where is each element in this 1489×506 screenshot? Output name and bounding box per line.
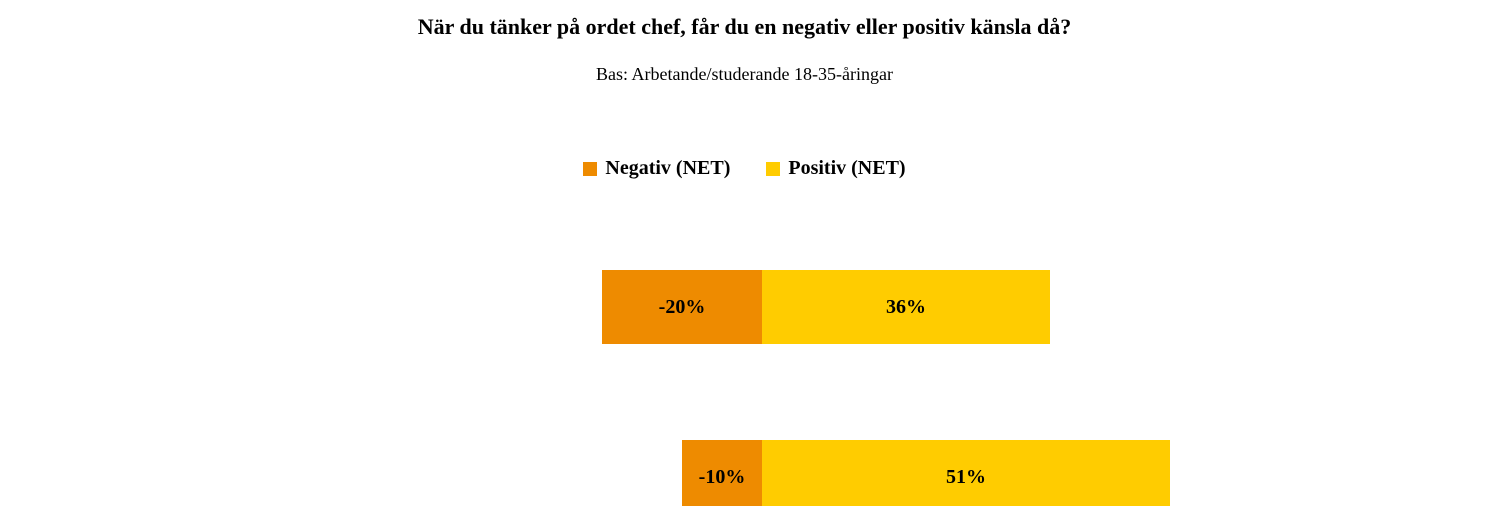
bar-negative-1: -10% <box>682 440 762 506</box>
legend-item-negative: Negativ (NET) <box>583 157 730 180</box>
chart-title: När du tänker på ordet chef, får du en n… <box>0 0 1489 40</box>
chart-row-1: -10% 51% <box>0 440 1489 506</box>
bar-negative-0: -20% <box>602 270 762 344</box>
legend-label-negative: Negativ (NET) <box>605 157 730 180</box>
chart-subtitle: Bas: Arbetande/studerande 18-35-åringar <box>0 64 1489 85</box>
chart-plot-area: -20% 36% -10% 51% <box>0 270 1489 506</box>
chart-container: När du tänker på ordet chef, får du en n… <box>0 0 1489 506</box>
legend-swatch-positive <box>766 162 780 176</box>
bar-positive-0: 36% <box>762 270 1050 344</box>
chart-legend: Negativ (NET) Positiv (NET) <box>0 157 1489 180</box>
legend-swatch-negative <box>583 162 597 176</box>
bar-positive-1: 51% <box>762 440 1170 506</box>
legend-item-positive: Positiv (NET) <box>766 157 905 180</box>
legend-label-positive: Positiv (NET) <box>788 157 905 180</box>
chart-row-0: -20% 36% <box>0 270 1489 344</box>
